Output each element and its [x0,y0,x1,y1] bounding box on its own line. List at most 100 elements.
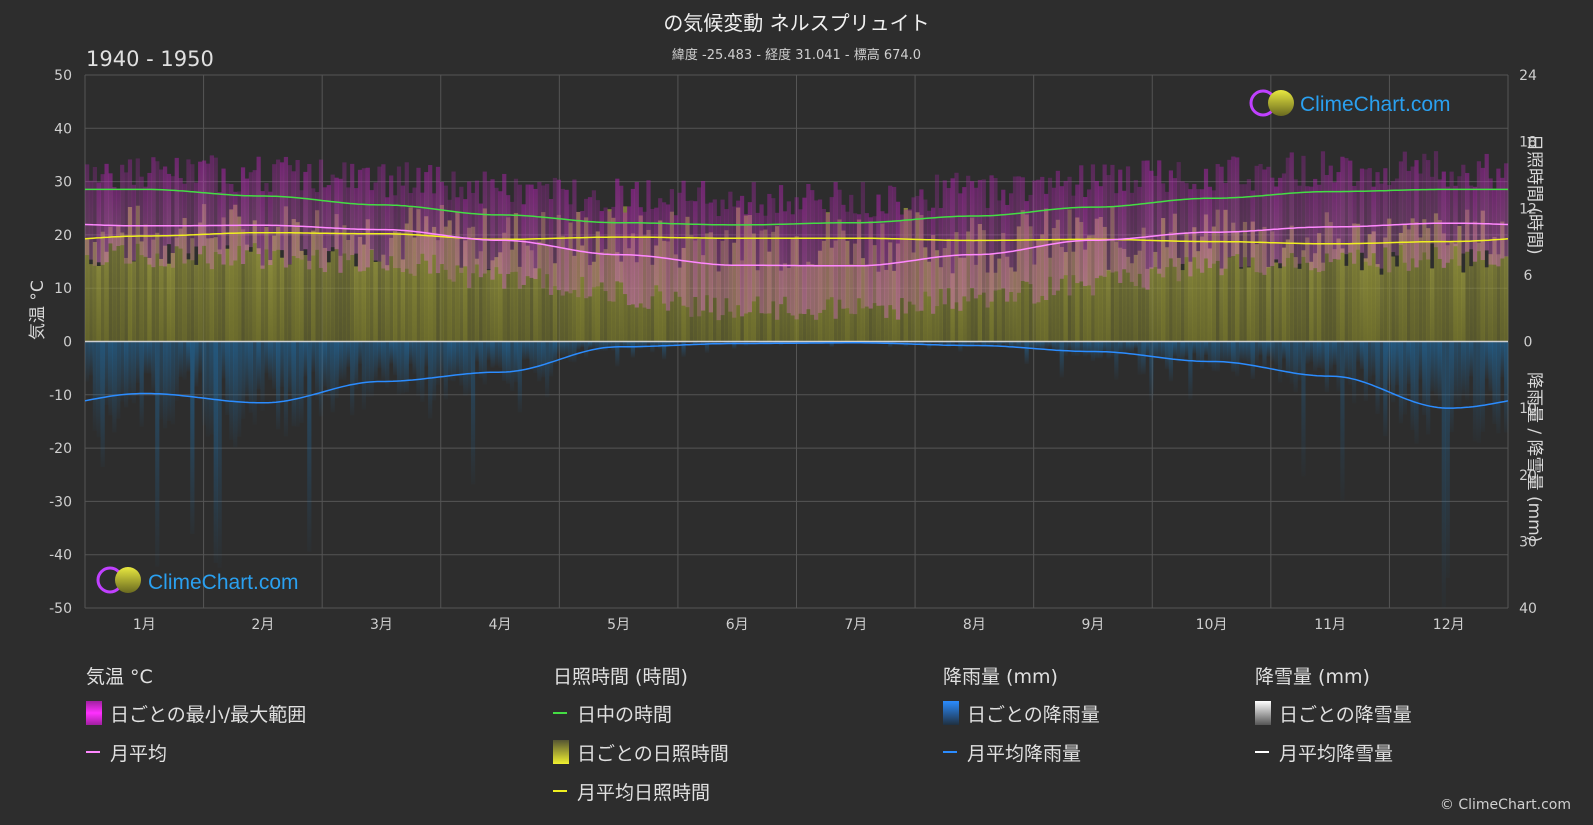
rain-bar [1394,341,1400,386]
sunshine-bar [595,231,600,342]
temp-range-bar [946,188,951,288]
temp-range-bar [962,187,967,297]
sunshine-bar [1196,251,1201,342]
legend-snow: 降雪量 (mm) 日ごとの降雪量 月平均降雪量 [1255,662,1412,779]
legend-header: 降雨量 (mm) [943,666,1058,688]
rain-bar [1211,341,1216,372]
rain-bar [1024,341,1029,365]
rain-bar [1387,341,1392,385]
rain-bar [1324,341,1329,393]
temp-range-bar [478,203,483,278]
rain-bar [116,341,121,419]
rain-bar [525,341,530,360]
temp-range-bar [954,172,959,303]
rain-bar [724,341,729,344]
rain-bar [619,341,624,348]
temp-range-bar [1063,180,1068,276]
sunshine-bar [170,253,175,342]
temp-range-bar [1270,177,1275,266]
rain-bar [1285,341,1290,378]
rain-bar [338,341,343,380]
temp-range-bar [1496,168,1501,267]
sunshine-bar [1410,218,1415,342]
rain-bar [252,341,257,425]
watermark-text: ClimeChart.com [1300,93,1451,116]
temp-range-bar [833,181,838,319]
sunshine-bar [205,238,211,342]
sunshine-bar [342,225,347,342]
rain-bar [240,341,246,419]
left-tick-label: -40 [49,548,72,564]
sunshine-bar [346,240,351,342]
sunshine-bar [564,248,569,342]
rain-bar [1180,341,1185,361]
temp-range-bar [174,157,179,247]
temp-range-bar [814,200,819,320]
month-tick-label: 7月 [844,617,867,633]
temp-range-bar [1383,168,1388,248]
temp-range-bar [564,189,569,292]
temp-range-bar [1168,170,1174,259]
sunshine-bar [428,232,433,342]
sunshine-bar [1153,251,1158,342]
temp-range-bar [420,192,425,254]
rain-bar [229,341,234,440]
rain-bar [1441,341,1446,608]
temp-range-bar [1141,160,1146,288]
temp-range-bar [537,181,542,269]
rain-bar [498,341,503,368]
sunshine-bar [1012,271,1018,342]
rain-bar [346,341,351,368]
sunshine-bar [198,222,203,342]
sunshine-bar [1293,257,1298,342]
temp-range-bar [654,207,659,286]
temp-range-bar [334,177,339,250]
sunshine-bar [1285,239,1290,342]
rain-bar [685,341,690,344]
temp-range-bar [1161,183,1166,278]
rain-bar [151,341,156,392]
temp-range-bar [1133,179,1138,287]
sunshine-bar [1422,219,1427,342]
left-tick-label: 20 [54,228,72,244]
temp-range-bar [1375,172,1380,267]
temp-range-bar [85,164,90,256]
sunshine-bar [361,244,367,342]
temp-range-bar [1102,164,1107,277]
rain-bar [295,341,300,427]
rain-bar [1005,341,1010,347]
rain-bar [1476,341,1482,443]
rain-bar [1469,341,1474,377]
month-tick-label: 11月 [1314,617,1346,633]
rain-bar [693,341,698,346]
rain-bar [322,341,328,387]
rain-bar [143,341,148,374]
sunshine-bar [268,260,273,342]
temp-range-bar [1110,164,1115,273]
sunshine-bar [1316,233,1322,342]
temp-range-bar [498,191,503,274]
temp-range-bar [1196,189,1201,269]
temp-range-bar [1476,161,1482,252]
rain-bar [213,341,218,563]
temp-range-bar [428,165,433,274]
sunshine-bar [619,261,624,342]
sunshine-bar [229,209,234,342]
rain-bar [915,341,920,346]
sunshine-bar [1469,266,1474,342]
rain-bar [661,341,667,360]
sunshine-bar [322,247,328,342]
sunshine-bar [1461,272,1466,342]
temp-range-bar [1090,164,1096,296]
sunshine-bar [1453,243,1458,342]
temp-range-bar [1036,179,1041,303]
temp-range-bar [1492,188,1497,265]
temp-range-bar [552,177,558,287]
temp-range-bar [533,188,538,280]
rain-bar [1418,341,1423,380]
sunshine-bar [1219,268,1224,342]
sunshine-bar [1246,267,1251,342]
sunshine-bar [580,245,585,342]
rain-bar [506,341,511,384]
rain-bar [1254,341,1259,364]
